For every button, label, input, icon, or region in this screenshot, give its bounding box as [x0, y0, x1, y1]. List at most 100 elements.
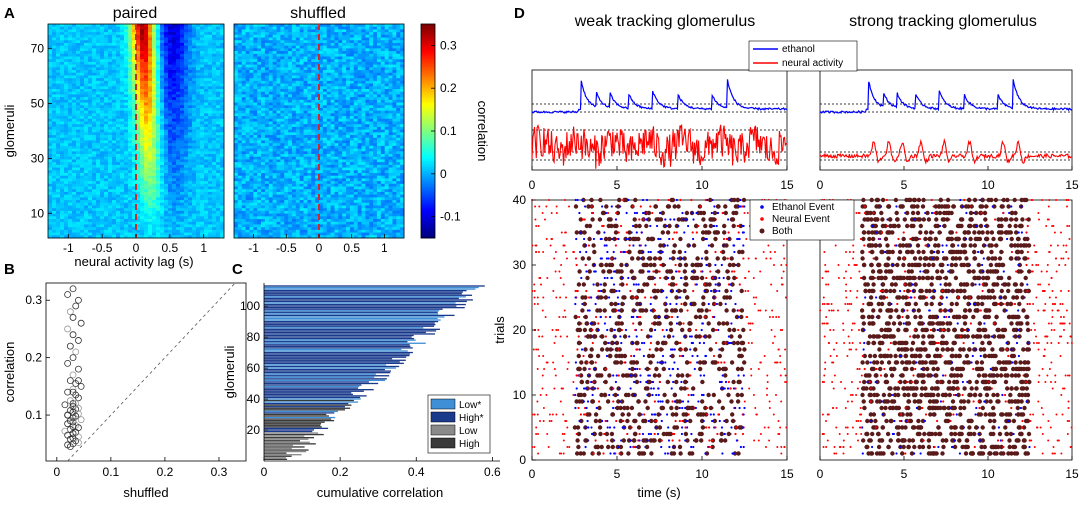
heatmap-cell — [346, 56, 351, 60]
heatmap-cell — [245, 78, 250, 82]
heatmap-cell — [112, 216, 117, 220]
heatmap-cell — [220, 126, 225, 131]
heatmap-cell — [128, 102, 133, 106]
heatmap-cell — [140, 178, 145, 182]
heatmap-cell — [400, 64, 405, 68]
heatmap-cell — [128, 126, 133, 131]
heatmap-cell — [96, 29, 101, 33]
heatmap-cell — [220, 124, 225, 128]
heatmap-cell — [338, 51, 343, 55]
heatmap-cell — [322, 67, 328, 71]
heatmap-cell — [140, 164, 145, 168]
heatmap-cell — [164, 227, 169, 231]
heatmap-cell — [220, 148, 225, 152]
heatmap-cell — [357, 97, 362, 101]
heatmap-cell — [124, 216, 129, 220]
heatmap-cell — [100, 227, 105, 231]
heatmap-cell — [234, 51, 239, 55]
heatmap-cell — [160, 205, 165, 209]
heatmap-cell — [319, 110, 324, 114]
heatmap-cell — [241, 83, 246, 87]
heatmap-cell — [353, 32, 359, 36]
heatmap-cell — [136, 83, 141, 87]
heatmap-cell — [132, 154, 137, 158]
heatmap-cell — [144, 200, 149, 204]
heatmap-cell — [311, 26, 316, 30]
heatmap-cell — [100, 202, 105, 206]
heatmap-cell — [76, 99, 81, 103]
heatmap-cell — [112, 91, 117, 95]
heatmap-cell — [144, 143, 149, 147]
heatmap-cell — [152, 61, 157, 66]
heatmap-cell — [120, 181, 125, 185]
heatmap-cell — [295, 56, 301, 60]
heatmap-cell — [322, 102, 328, 106]
heatmap-cell — [349, 56, 355, 60]
heatmap-cell — [172, 80, 177, 84]
heatmap-cell — [160, 232, 165, 236]
heatmap-cell — [295, 105, 301, 109]
heatmap-cell — [315, 29, 320, 33]
heatmap-cell — [284, 32, 289, 36]
heatmap-cell — [84, 167, 89, 171]
heatmap-cell — [299, 102, 304, 106]
heatmap-cell — [204, 170, 209, 174]
heatmap-cell — [220, 113, 225, 117]
heatmap-cell — [208, 191, 213, 196]
heatmap-cell — [291, 83, 297, 87]
heatmap-cell — [124, 186, 129, 190]
heatmap-cell — [315, 91, 320, 95]
heatmap-cell — [160, 89, 165, 93]
heatmap-cell — [326, 40, 331, 44]
heatmap-cell — [108, 227, 113, 231]
heatmap-cell — [92, 121, 97, 125]
heatmap-cell — [212, 194, 217, 198]
heatmap-cell — [212, 145, 217, 150]
heatmap-cell — [172, 202, 177, 206]
heatmap-cell — [200, 126, 205, 131]
heatmap-cell — [60, 189, 65, 193]
heatmap-cell — [164, 132, 169, 136]
heatmap-cell — [264, 40, 270, 44]
heatmap-cell — [108, 232, 113, 236]
heatmap-cell — [100, 64, 105, 68]
heatmap-cell — [136, 197, 141, 201]
heatmap-cell — [396, 91, 401, 95]
heatmap-cell — [334, 91, 339, 95]
heatmap-cell — [48, 67, 53, 71]
heatmap-cell — [112, 37, 117, 41]
heatmap-cell — [160, 45, 165, 49]
heatmap-cell — [128, 113, 133, 117]
heatmap-cell — [280, 78, 285, 82]
heatmap-cell — [180, 78, 185, 82]
heatmap-cell — [237, 37, 243, 41]
heatmap-cell — [164, 159, 169, 163]
heatmap-cell — [120, 97, 125, 101]
heatmap-cell — [180, 159, 185, 163]
heatmap-cell — [56, 148, 61, 152]
heatmap-cell — [96, 89, 101, 93]
heatmap-cell — [241, 51, 246, 55]
heatmap-cell — [60, 32, 65, 36]
heatmap-cell — [346, 107, 351, 112]
heatmap-cell — [64, 137, 69, 141]
heatmap-cell — [152, 105, 157, 109]
heatmap-cell — [334, 72, 339, 76]
heatmap-cell — [52, 181, 57, 185]
heatmap-cell — [64, 167, 69, 171]
heatmap-cell — [96, 151, 101, 155]
heatmap-cell — [192, 34, 197, 38]
heatmap-cell — [104, 235, 109, 239]
heatmap-cell — [245, 61, 250, 66]
heatmap-cell — [295, 34, 301, 38]
heatmap-cell — [180, 34, 185, 38]
heatmap-cell — [60, 167, 65, 171]
heatmap-cell — [216, 126, 221, 131]
heatmap-cell — [204, 162, 209, 166]
heatmap-cell — [176, 132, 181, 136]
heatmap-cell — [280, 64, 285, 68]
heatmap-cell — [76, 53, 81, 57]
heatmap-cell — [100, 86, 105, 90]
heatmap-cell — [84, 56, 89, 60]
heatmap-cell — [208, 129, 213, 133]
